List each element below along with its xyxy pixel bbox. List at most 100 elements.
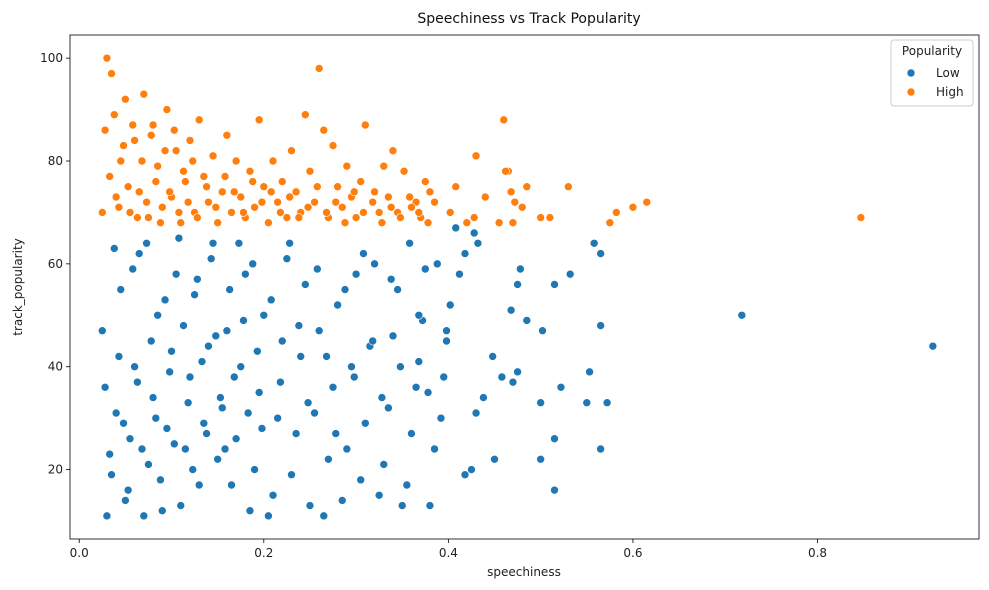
data-point-low-120 xyxy=(133,377,142,387)
data-point-high-131 xyxy=(349,187,359,197)
data-point-low-61 xyxy=(333,300,342,310)
data-point-low-118 xyxy=(123,485,133,495)
data-point-high-92 xyxy=(102,53,112,63)
data-point-high-134 xyxy=(377,218,387,228)
data-point-low-102 xyxy=(144,460,153,469)
data-point-low-36 xyxy=(442,336,451,346)
data-point-high-24 xyxy=(425,187,435,197)
data-point-low-69 xyxy=(296,352,306,361)
data-point-high-23 xyxy=(430,197,439,207)
data-point-low-1 xyxy=(737,310,747,320)
data-point-low-162 xyxy=(396,362,405,372)
data-point-low-47 xyxy=(397,501,407,510)
data-point-high-123 xyxy=(276,208,285,217)
data-point-high-49 xyxy=(301,110,310,120)
data-point-low-115 xyxy=(110,244,119,253)
data-point-low-56 xyxy=(356,475,366,485)
data-point-low-124 xyxy=(151,413,161,423)
data-point-low-161 xyxy=(386,274,396,284)
data-point-high-90 xyxy=(111,192,121,202)
data-point-high-15 xyxy=(508,218,518,228)
data-point-high-22 xyxy=(445,208,455,217)
data-point-low-28 xyxy=(460,470,470,480)
data-point-low-5 xyxy=(550,280,559,289)
data-point-low-55 xyxy=(361,418,370,428)
data-point-low-95 xyxy=(176,501,186,510)
data-point-low-92 xyxy=(190,290,199,300)
data-point-high-127 xyxy=(313,182,322,192)
data-point-high-65 xyxy=(227,208,236,217)
data-point-high-111 xyxy=(179,166,188,176)
data-point-low-142 xyxy=(234,238,244,248)
data-point-low-25 xyxy=(490,454,499,464)
data-point-high-107 xyxy=(160,146,170,156)
data-point-high-70 xyxy=(204,197,213,207)
data-point-low-51 xyxy=(379,460,389,469)
data-point-high-82 xyxy=(148,120,158,130)
data-point-low-149 xyxy=(276,377,285,387)
data-point-low-129 xyxy=(174,233,184,243)
data-point-high-109 xyxy=(169,125,179,135)
x-axis-ticks: 0.0 0.2 0.4 0.6 0.8 xyxy=(70,539,827,560)
data-point-low-4 xyxy=(565,269,575,279)
data-point-low-58 xyxy=(347,362,356,372)
data-point-low-94 xyxy=(181,444,190,454)
y-tick-label: 80 xyxy=(48,154,63,168)
data-point-low-98 xyxy=(162,424,172,433)
data-point-high-137 xyxy=(405,192,414,202)
data-point-low-110 xyxy=(107,470,116,480)
data-point-low-116 xyxy=(114,352,124,361)
data-point-low-119 xyxy=(128,264,138,274)
data-point-low-46 xyxy=(402,480,412,490)
data-point-low-140 xyxy=(225,285,234,294)
data-point-low-24 xyxy=(488,352,497,361)
data-point-low-121 xyxy=(137,444,147,454)
data-point-low-49 xyxy=(388,331,398,341)
data-point-high-9 xyxy=(517,202,527,212)
data-point-high-129 xyxy=(331,197,341,207)
data-point-low-164 xyxy=(414,310,424,320)
data-point-high-91 xyxy=(107,69,116,78)
x-tick-label: 0.0 xyxy=(70,546,89,560)
data-point-high-7 xyxy=(536,213,545,222)
data-point-high-66 xyxy=(222,130,232,140)
data-point-low-60 xyxy=(337,496,347,505)
data-point-low-39 xyxy=(430,444,439,454)
data-point-low-138 xyxy=(216,393,225,402)
data-point-low-32 xyxy=(460,249,470,258)
data-point-high-59 xyxy=(254,115,264,125)
data-point-low-21 xyxy=(513,367,522,377)
data-point-low-87 xyxy=(213,454,222,464)
data-point-high-120 xyxy=(248,177,258,186)
data-point-low-57 xyxy=(351,269,361,279)
data-point-high-87 xyxy=(125,208,135,217)
data-point-high-122 xyxy=(266,187,276,197)
data-point-high-116 xyxy=(211,202,221,212)
data-point-low-33 xyxy=(455,269,464,279)
data-point-high-139 xyxy=(423,218,433,228)
data-point-high-136 xyxy=(396,213,405,222)
data-point-high-34 xyxy=(374,208,384,217)
data-point-low-18 xyxy=(516,264,525,274)
data-point-low-146 xyxy=(253,346,262,356)
data-point-low-52 xyxy=(374,490,384,500)
data-point-high-42 xyxy=(333,182,342,192)
data-point-high-36 xyxy=(361,120,370,130)
data-point-low-89 xyxy=(204,341,213,351)
data-point-low-132 xyxy=(188,465,198,474)
data-point-high-106 xyxy=(156,218,165,228)
data-point-high-132 xyxy=(359,208,368,217)
data-point-low-59 xyxy=(342,444,352,454)
data-point-low-154 xyxy=(322,352,331,361)
data-point-high-67 xyxy=(217,187,227,197)
data-point-high-53 xyxy=(282,213,292,222)
data-point-high-72 xyxy=(194,115,204,125)
data-point-high-124 xyxy=(285,192,294,202)
data-point-low-152 xyxy=(303,398,313,408)
data-point-high-112 xyxy=(183,197,193,207)
data-point-low-153 xyxy=(313,264,322,274)
data-point-high-31 xyxy=(388,146,398,156)
y-tick-label: 100 xyxy=(40,51,63,65)
data-point-low-50 xyxy=(384,403,393,413)
data-point-low-83 xyxy=(231,434,241,444)
